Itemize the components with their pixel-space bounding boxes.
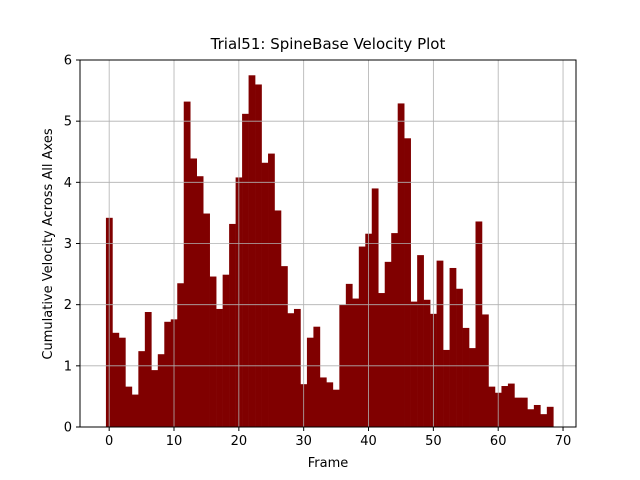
bar [118, 337, 126, 427]
bar [514, 397, 522, 427]
y-tick-label: 0 [64, 421, 72, 436]
bar [410, 301, 418, 427]
bar [456, 288, 463, 427]
bar [488, 386, 496, 427]
bar [397, 103, 405, 428]
bar [164, 321, 172, 427]
bar [287, 313, 295, 427]
bar [507, 383, 515, 427]
bar [443, 349, 450, 427]
bar [501, 386, 509, 427]
bar [391, 233, 398, 427]
bar [306, 337, 314, 427]
bar [469, 348, 476, 427]
bar [533, 404, 541, 427]
bar [248, 75, 256, 427]
y-tick-label: 3 [64, 237, 72, 252]
bar [436, 260, 444, 427]
x-tick-label: 30 [295, 434, 312, 449]
bar [313, 326, 321, 427]
x-tick-label: 70 [555, 434, 572, 449]
x-tick-label: 60 [490, 434, 507, 449]
y-tick-label: 5 [64, 115, 72, 130]
bar [274, 210, 282, 427]
bar [481, 314, 489, 427]
bar [112, 332, 120, 427]
bar [183, 101, 191, 427]
bar [131, 394, 139, 427]
bar [358, 246, 366, 427]
bar [125, 386, 133, 427]
bar [209, 276, 217, 427]
bar [261, 162, 269, 427]
bar [352, 298, 360, 427]
bar [293, 308, 301, 427]
y-axis-label: Cumulative Velocity Across All Axes [41, 128, 56, 359]
bar [384, 261, 392, 427]
x-tick-label: 40 [360, 434, 377, 449]
bar [332, 389, 340, 427]
bar [378, 293, 386, 427]
bars [105, 75, 554, 428]
chart-title: Trial51: SpineBase Velocity Plot [210, 35, 446, 53]
bar [404, 138, 411, 428]
bar [345, 283, 353, 427]
bar [144, 312, 152, 427]
bar [462, 327, 470, 427]
bar [546, 406, 554, 427]
bar [157, 354, 165, 427]
x-tick-label: 20 [231, 434, 248, 449]
bar [138, 351, 146, 427]
bar [280, 266, 288, 427]
bar [268, 153, 275, 427]
bar [520, 397, 528, 427]
bar [319, 377, 327, 427]
bar [540, 414, 548, 427]
bar [242, 113, 249, 427]
bar [475, 221, 483, 427]
bar [203, 213, 210, 427]
bar [222, 274, 230, 427]
bar [449, 267, 457, 427]
x-axis-label: Frame [308, 456, 349, 471]
bar [229, 223, 236, 427]
y-tick-label: 6 [64, 54, 72, 69]
y-tick-label: 1 [64, 359, 72, 374]
bar [216, 308, 223, 427]
bar [151, 370, 159, 427]
x-tick-label: 0 [105, 434, 113, 449]
bar [177, 283, 185, 427]
x-tick-label: 50 [425, 434, 442, 449]
bar [190, 158, 197, 428]
bar [527, 409, 535, 427]
bar [371, 188, 379, 427]
bar [417, 255, 424, 427]
ticks: 0 10 20 30 40 50 60 70 0 1 2 3 4 5 6 [64, 54, 572, 450]
bar [326, 382, 334, 427]
bar [196, 176, 204, 427]
x-tick-label: 10 [166, 434, 183, 449]
y-tick-label: 4 [64, 176, 72, 191]
y-tick-label: 2 [64, 298, 72, 313]
bar [423, 299, 431, 427]
bar [255, 84, 262, 427]
